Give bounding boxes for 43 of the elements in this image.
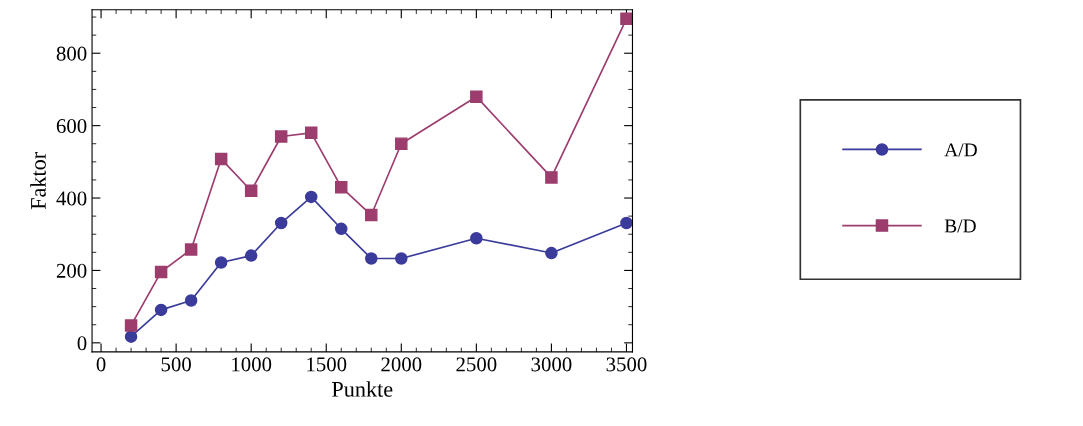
x-tick-label: 3500 [606,357,647,372]
point [334,222,348,236]
point [124,319,138,332]
point [304,190,318,204]
y-tick-label: 600 [56,119,87,134]
point [545,171,558,184]
point [214,152,228,166]
x-tick-label: 3000 [531,357,572,372]
point [470,231,483,245]
point [365,252,378,265]
x-tick-label: 2000 [381,357,422,372]
point [274,216,288,230]
point [395,252,408,265]
x-tick-label: 1500 [307,357,347,372]
y-tick-label: 800 [56,46,87,61]
point [395,137,408,150]
point [214,256,228,269]
y-tick-label: 0 [77,336,87,351]
y-tick-label: 400 [56,191,87,206]
point [244,249,258,262]
x-tick-label: 500 [161,357,191,372]
point [545,246,558,260]
y-axis-title: Faktor [30,152,46,210]
point [184,294,198,307]
x-tick-label: 1000 [232,357,272,372]
point [124,330,138,343]
x-tick-label: 2500 [456,357,497,372]
point [244,184,258,198]
legend-label: A/D [944,143,977,157]
point [620,12,633,26]
x-tick-label: 0 [96,357,106,372]
point [184,243,198,256]
legend-label: B/D [944,219,976,233]
x-axis-title: Punkte [332,381,393,397]
point [470,90,483,103]
point [620,216,633,230]
point [304,126,318,140]
point [154,265,168,279]
point [154,303,168,317]
point [274,130,288,143]
point [334,180,348,194]
y-tick-label: 200 [56,263,87,278]
point [365,208,378,222]
